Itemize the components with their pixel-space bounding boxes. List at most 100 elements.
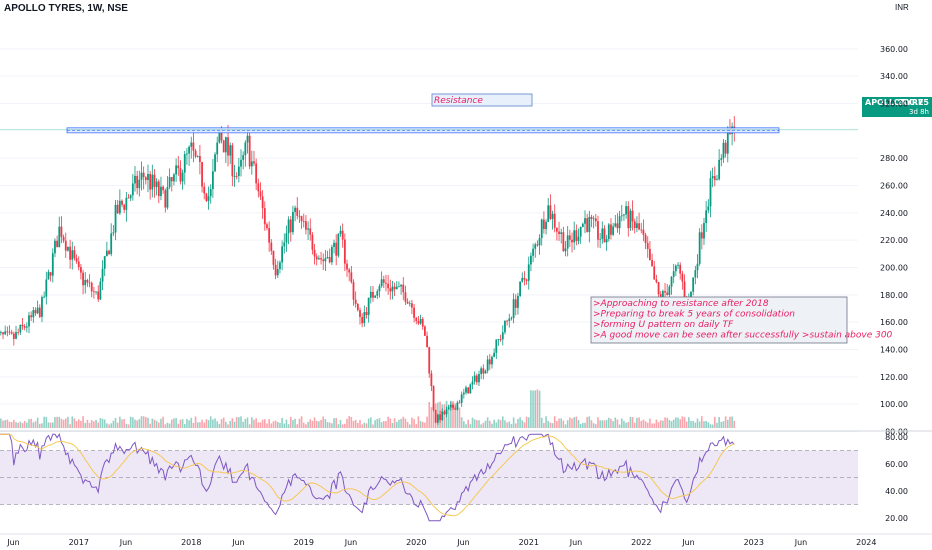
volume-bar xyxy=(668,419,671,428)
candle-body xyxy=(666,292,669,295)
volume-bar xyxy=(222,417,225,428)
candle-body xyxy=(519,281,521,296)
candle-body xyxy=(209,189,212,197)
volume-bar xyxy=(406,421,409,428)
volume-bar xyxy=(287,424,290,428)
candle-body xyxy=(493,352,496,357)
volume-bar xyxy=(447,404,450,428)
annotations: >Approaching to resistance after 2018>Pr… xyxy=(590,296,893,344)
volume-bar xyxy=(512,417,515,428)
candle-body xyxy=(337,233,340,256)
volume-bar xyxy=(640,420,643,428)
candle-body xyxy=(17,332,20,333)
volume-bar xyxy=(114,417,117,428)
time-axis: Jun 2017 Jun 2018 Jun 2019 Jun 2020 Jun 2021 Jun 20… xyxy=(0,533,932,547)
rsi-pane: 20.00 40.00 60.00 80.00 xyxy=(0,430,932,523)
volume-bar xyxy=(201,419,203,428)
volume-bar xyxy=(618,424,621,428)
candle-body xyxy=(127,197,130,199)
volume-bar xyxy=(612,421,614,428)
candle-body xyxy=(683,281,686,298)
volume-bar xyxy=(255,418,257,428)
volume-bar xyxy=(534,390,537,428)
volume-bar xyxy=(149,423,151,428)
volume-bar xyxy=(527,417,530,428)
candle-body xyxy=(10,332,13,334)
time-tick-label: Jun xyxy=(6,538,20,547)
candle-body xyxy=(60,226,63,237)
candle-body xyxy=(367,297,370,316)
candle-body xyxy=(623,214,625,216)
volume-bar xyxy=(450,400,452,428)
volume-bar xyxy=(285,419,288,428)
volume-bar xyxy=(71,416,74,428)
volume-bar xyxy=(17,422,19,428)
price-tick-label: 240.00 xyxy=(880,209,908,218)
candle-body xyxy=(514,299,517,308)
candle-body xyxy=(41,297,43,317)
candle-body xyxy=(214,154,216,172)
candle-body xyxy=(467,387,470,394)
volume-bar xyxy=(536,389,539,428)
volume-bar xyxy=(709,424,712,428)
volume-bar xyxy=(129,416,132,428)
volume-bar xyxy=(720,422,723,428)
time-tick-label: 2024 xyxy=(856,538,876,547)
volume-bar xyxy=(659,420,662,428)
candle-body xyxy=(601,228,604,239)
rsi-line xyxy=(0,433,735,522)
candle-body xyxy=(558,231,560,235)
volume-bar xyxy=(398,419,400,428)
time-tick-label: 2023 xyxy=(744,538,764,547)
volume-bar xyxy=(707,422,710,428)
volume-bar xyxy=(476,420,478,428)
volume-bar xyxy=(344,423,346,428)
candle-body xyxy=(186,153,188,155)
candle-body xyxy=(672,271,675,277)
candle-body xyxy=(627,206,630,229)
volume-bar xyxy=(638,417,640,428)
volume-bar xyxy=(220,419,223,428)
note-line: >A good move can be seen after successfu… xyxy=(593,331,893,341)
volume-bar xyxy=(432,404,435,428)
volume-bar xyxy=(246,417,249,428)
candle-body xyxy=(443,411,446,415)
candle-body xyxy=(25,326,28,328)
volume-bar xyxy=(651,423,653,428)
candle-body xyxy=(356,303,359,311)
candle-body xyxy=(270,242,273,251)
candle-body xyxy=(434,409,437,423)
candle-body xyxy=(718,159,721,180)
candle-body xyxy=(707,206,710,211)
volume-bar xyxy=(705,421,707,428)
volume-bar xyxy=(26,422,28,428)
volume-bar xyxy=(510,424,513,428)
volume-bar xyxy=(382,421,385,428)
volume-bar xyxy=(292,420,294,428)
volume-bar xyxy=(88,422,91,428)
volume-bar xyxy=(696,418,699,428)
volume-bar xyxy=(690,420,692,428)
volume-bar xyxy=(82,416,84,428)
volume-bar xyxy=(153,419,156,428)
volume-bar xyxy=(75,421,78,428)
volume-bar xyxy=(212,419,214,428)
volume-bar xyxy=(469,424,472,428)
volume-bar xyxy=(276,421,279,428)
candle-body xyxy=(97,291,100,300)
candle-body xyxy=(153,174,156,187)
volume-bar xyxy=(28,419,30,428)
currency-label: INR xyxy=(895,3,909,12)
candle-body xyxy=(387,283,390,289)
candle-body xyxy=(105,250,108,257)
volume-bar xyxy=(653,423,656,428)
candle-body xyxy=(315,256,318,260)
volume-bar xyxy=(194,416,197,428)
candle-body xyxy=(147,174,149,181)
candle-body xyxy=(90,282,93,292)
candle-body xyxy=(497,339,500,340)
candle-body xyxy=(445,409,448,415)
volume-bar xyxy=(45,416,48,428)
candle-body xyxy=(118,200,121,214)
